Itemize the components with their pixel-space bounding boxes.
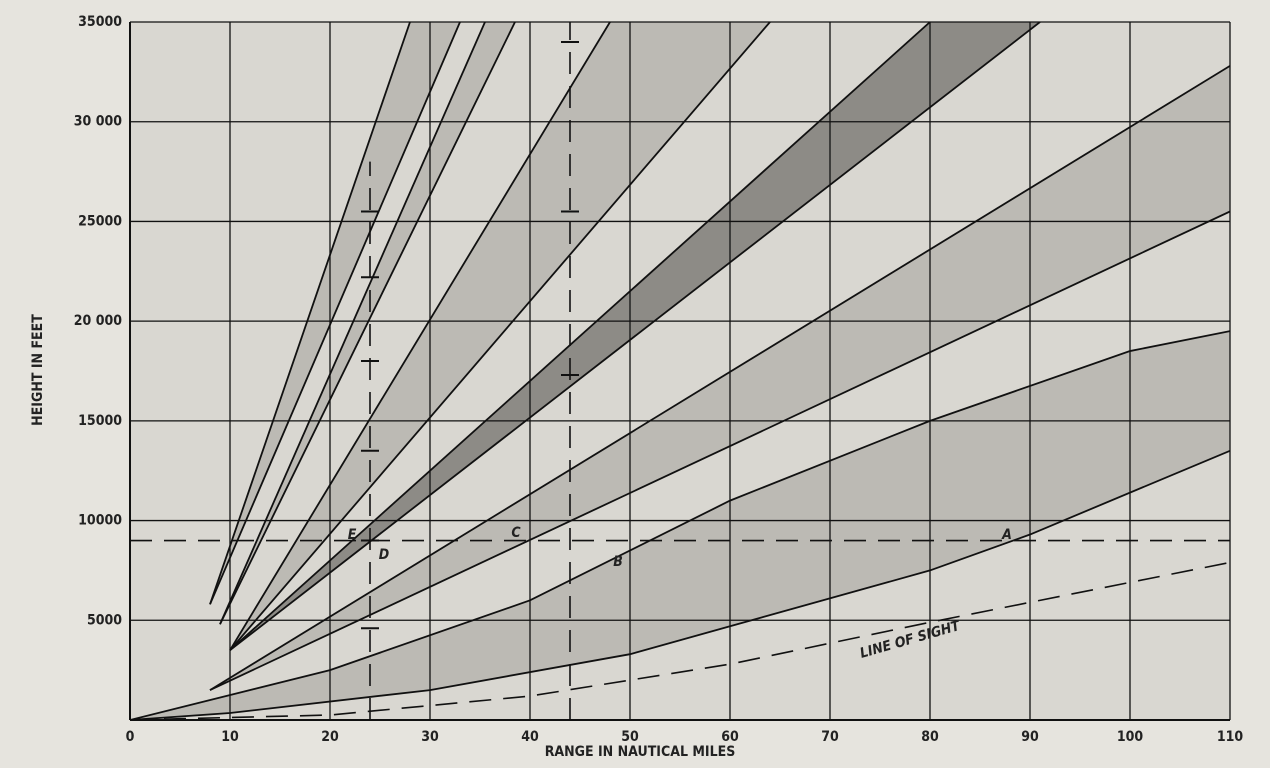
annotation: D xyxy=(379,547,389,563)
x-tick-label: 110 xyxy=(1217,729,1244,745)
lobe-boundary xyxy=(219,22,516,625)
x-tick-label: 40 xyxy=(521,729,539,745)
y-tick-label: 20 000 xyxy=(74,313,122,329)
y-axis-title: HEIGHT IN FEET xyxy=(30,314,46,426)
x-tick-label: 90 xyxy=(1021,729,1039,745)
y-tick-label: 35000 xyxy=(78,14,122,30)
x-tick-label: 50 xyxy=(621,729,639,745)
x-tick-label: 20 xyxy=(321,729,339,745)
reference-line xyxy=(130,561,1230,720)
x-tick-label: 0 xyxy=(126,729,135,745)
lobe-boundary xyxy=(219,22,486,625)
y-tick-label: 5000 xyxy=(87,612,122,628)
lobes xyxy=(130,22,1230,720)
x-tick-label: 100 xyxy=(1117,729,1144,745)
lobe-boundary xyxy=(229,22,1041,651)
lobe-boundary xyxy=(130,449,1230,720)
y-tick-label: 10000 xyxy=(78,513,122,529)
x-axis-title: RANGE IN NAUTICAL MILES xyxy=(545,744,736,760)
annotation: B xyxy=(613,554,623,570)
x-tick-label: 60 xyxy=(721,729,739,745)
lobe-boundary xyxy=(209,65,1230,691)
annotation: A xyxy=(1001,527,1012,543)
y-tick-label: 25000 xyxy=(78,213,122,229)
x-tick-label: 30 xyxy=(421,729,439,745)
lobe-boundary xyxy=(229,22,771,651)
x-tick-label: 80 xyxy=(921,729,939,745)
x-tick-label: 10 xyxy=(221,729,239,745)
lobe-fill xyxy=(130,331,1230,720)
y-tick-label: 15000 xyxy=(78,413,122,429)
annotation: E xyxy=(348,527,357,543)
y-tick-label: 30 000 xyxy=(74,114,122,130)
lobe-boundary xyxy=(229,22,931,651)
x-tick-label: 70 xyxy=(821,729,839,745)
lobe-boundary xyxy=(229,22,611,651)
annotation: C xyxy=(511,525,521,541)
reference-lines xyxy=(130,22,1230,720)
lobe-boundary xyxy=(209,22,461,605)
lobe-boundary xyxy=(209,210,1230,691)
lobe-boundary xyxy=(209,22,411,605)
grid xyxy=(129,21,1231,721)
